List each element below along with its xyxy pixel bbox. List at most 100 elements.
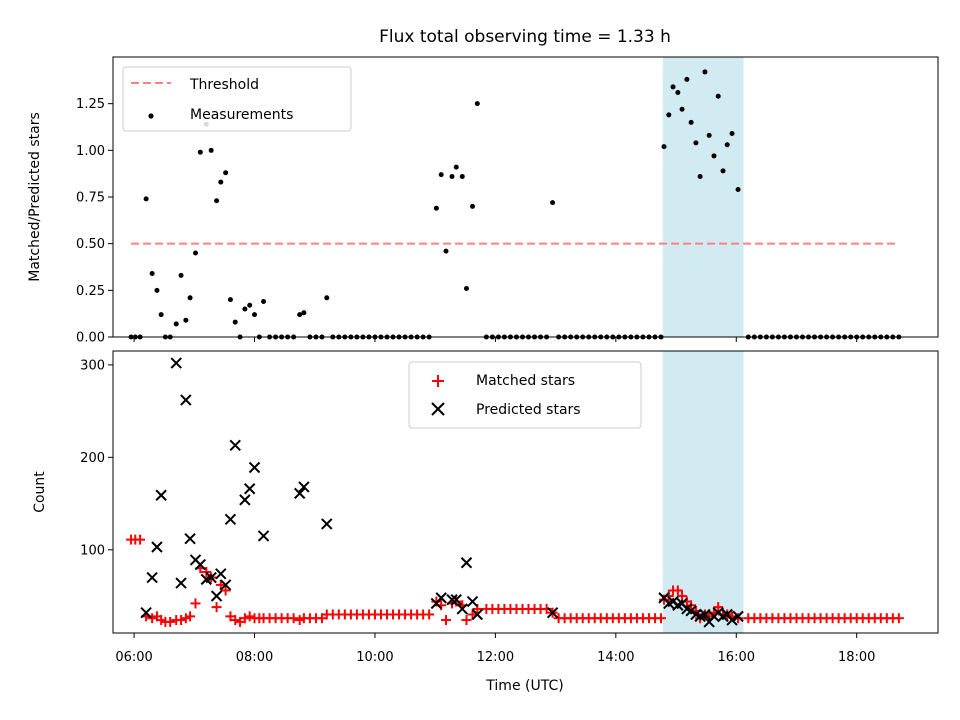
measurement-point [684,76,690,82]
top-legend: Threshold Measurements [122,66,352,132]
measurement-point [214,198,220,204]
measurement-point [459,173,465,179]
predicted-star-point [175,577,187,589]
predicted-star-point [219,579,232,591]
predicted-star-point [321,518,333,530]
measurement-point [688,119,694,125]
bottom-points-layer [126,357,904,628]
measurement-point [729,131,735,137]
measurement-point [227,297,233,303]
predicted-legend-marker [431,402,445,416]
matched-legend-label: Matched stars [476,373,575,389]
measurement-point [178,272,184,278]
bottom-y-tick-label: 300 [80,358,105,373]
measurement-point [232,319,238,325]
measurement-point [297,312,303,318]
predicted-star-point [456,603,468,615]
measurement-point [679,106,685,112]
measurements-legend-label: Measurements [190,107,293,123]
top-y-tick-label: 1.25 [76,97,105,112]
predicted-star-point [194,558,207,571]
predicted-star-point [726,614,738,626]
measurement-point [433,205,439,211]
predicted-star-point [224,513,237,525]
measurement-point [223,170,229,176]
matched-star-point [461,615,472,626]
top-y-axis-label: Matched/Predicted stars [27,112,43,282]
bottom-y-tick-label: 100 [80,543,105,558]
measurement-point [697,173,703,179]
top-y-tick-label: 0.00 [76,331,105,346]
predicted-star-point [215,568,227,580]
measurement-point [735,187,741,193]
matched-star-point [893,613,904,624]
measurement-point [670,84,676,90]
measurement-point [143,196,149,202]
matched-star-point [239,613,250,624]
measurement-point [443,248,449,254]
predicted-star-point [732,610,744,623]
measurement-point [693,140,699,146]
predicted-star-point [248,461,261,474]
predicted-star-point [140,606,152,619]
bottom-legend-box [408,361,642,429]
predicted-star-point [546,606,559,619]
top-y-axis: 0.00 0.25 0.50 0.75 1.00 1.25 [76,97,113,346]
matched-star-point [424,609,435,620]
top-y-tick-label: 0.25 [76,284,105,299]
top-x-ticks [133,337,858,342]
top-y-tick-label: 0.75 [76,191,105,206]
measurements-legend-marker [148,113,154,119]
measurement-point [193,250,198,256]
predicted-star-point [151,541,163,553]
matched-star-point [655,613,666,624]
matched-star-point [211,602,222,613]
measurement-point [706,132,712,138]
matched-star-point [672,585,683,596]
measurement-point [154,287,160,293]
top-legend-box [122,66,352,132]
matched-star-point [135,534,146,545]
predicted-star-point [466,595,479,608]
measurement-point [449,173,455,179]
measurement-point [208,147,214,153]
matched-star-point [190,598,201,609]
matched-star-point [713,602,724,613]
x-tick-label: 18:00 [838,650,875,665]
measurement-point [720,168,726,174]
bottom-panel: 100 200 300 06:00 08:00 10:00 12:00 14:00 16:00… [32,350,939,694]
chart-title: Flux total observing time = 1.33 h [379,27,671,47]
measurement-point [702,69,708,75]
matched-star-point [677,591,688,602]
matched-star-point [230,615,241,626]
predicted-star-point [435,592,447,604]
measurement-point [470,203,476,209]
measurement-point [550,200,556,206]
predicted-legend-label: Predicted stars [476,402,581,418]
measurement-point [453,164,459,170]
measurement-point [715,93,721,99]
matched-star-point [288,613,299,624]
x-tick-label: 06:00 [115,650,152,665]
predicted-star-point [155,489,167,501]
predicted-star-point [460,557,473,569]
x-axis-label: Time (UTC) [485,678,563,694]
predicted-star-point [229,439,241,452]
predicted-star-point [257,530,270,542]
matched-star-point [215,579,226,590]
matched-star-point [220,585,231,596]
predicted-star-point [210,590,223,602]
predicted-star-point [184,532,196,545]
measurement-point [666,112,672,118]
predicted-star-point [239,494,251,506]
measurement-point [438,172,444,178]
predicted-star-point [450,594,462,606]
matched-star-point [467,609,478,620]
measurement-point [247,302,253,308]
measurement-point [218,179,224,185]
predicted-star-point [293,487,306,500]
predicted-star-point [170,357,182,369]
measurement-point [173,321,179,327]
predicted-star-point [205,571,217,584]
matched-star-point [441,615,452,626]
